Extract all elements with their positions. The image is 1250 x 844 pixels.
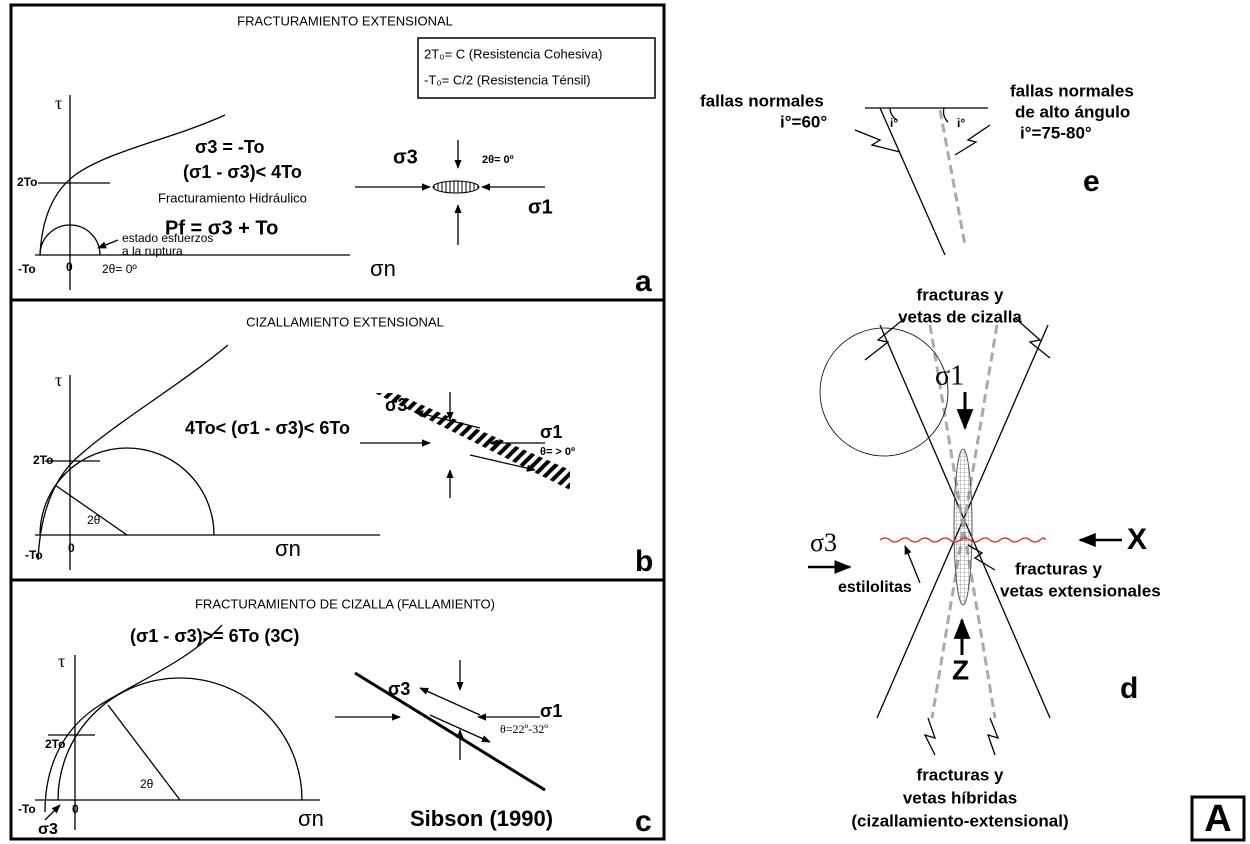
stress-label: σ1 (540, 701, 562, 721)
equation: (σ1 - σ3)< 4To (183, 162, 302, 182)
label: fallas normales (1010, 81, 1134, 100)
figure: FRACTURAMIENTO EXTENSIONAL 2T₀= C (Resis… (0, 0, 1250, 844)
axis-label: Z (952, 654, 969, 685)
panel-a: FRACTURAMIENTO EXTENSIONAL 2T₀= C (Resis… (17, 13, 655, 297)
label: fracturas y (917, 765, 1004, 784)
figure-label: A (1204, 798, 1231, 840)
label: (cizallamiento-extensional) (851, 811, 1068, 830)
label: vetas extensionales (1000, 581, 1161, 600)
tick-label: 2To (17, 175, 37, 189)
axis-label: σ3 (38, 821, 58, 838)
tick-label: -To (18, 262, 36, 276)
label: θ=22º-32º (500, 722, 548, 736)
annotation: a la ruptura (122, 244, 183, 258)
panel-letter: e (1083, 165, 1100, 198)
axis-label: σn (275, 536, 301, 561)
label: fallas normales (700, 91, 824, 110)
label: vetas híbridas (903, 788, 1017, 807)
source: Sibson (1990) (410, 806, 553, 831)
axis-label: X (1127, 523, 1147, 556)
panel-letter: b (635, 545, 653, 578)
stress-label: σ3 (810, 528, 837, 557)
panel-c: FRACTURAMIENTO DE CIZALLA (FALLAMIENTO) … (18, 596, 652, 838)
tick-label: 0 (68, 541, 75, 555)
legend-line: 2T₀= C (Resistencia Cohesiva) (424, 46, 602, 61)
panel-title: FRACTURAMIENTO DE CIZALLA (FALLAMIENTO) (195, 596, 495, 611)
label: θ= > 0º (540, 446, 575, 458)
label: i°=75-80° (1020, 123, 1092, 142)
label: 2θ= 0º (482, 154, 514, 166)
stress-label: σ1 (528, 196, 553, 218)
label: de alto ángulo (1015, 102, 1130, 121)
panel-e: fallas normales i°=60° i° i° fallas norm… (700, 81, 1134, 255)
panel-b: CIZALLAMIENTO EXTENSIONAL τ 4To< (σ1 - σ… (25, 314, 653, 577)
axis-label: τ (55, 93, 62, 113)
axis-label: τ (55, 370, 62, 390)
equation: (σ1 - σ3)>= 6To (3C) (130, 626, 299, 646)
label: fracturas y (917, 285, 1004, 304)
tick-label: 2To (33, 453, 53, 467)
label: fracturas y (1015, 559, 1102, 578)
equation: σ3 = -To (195, 137, 265, 157)
tick-label: -To (18, 802, 36, 816)
axis-label: τ (58, 651, 65, 671)
panel-letter: d (1120, 672, 1138, 705)
panel-title: FRACTURAMIENTO EXTENSIONAL (237, 13, 453, 28)
tick-label: 0 (72, 802, 79, 816)
tick-label: 2To (45, 737, 65, 751)
annotation: estado esfuerzos (122, 231, 213, 245)
label: 2θ (140, 777, 154, 791)
stress-label: σ3 (385, 395, 407, 415)
panel-letter: c (635, 805, 652, 838)
label: 2θ (87, 513, 101, 527)
panel-title: CIZALLAMIENTO EXTENSIONAL (246, 314, 444, 329)
label: i°=60° (780, 112, 827, 131)
stress-label: σ3 (388, 679, 410, 699)
stress-label: σ1 (540, 422, 562, 442)
panel-letter: a (635, 265, 652, 298)
equation: 4To< (σ1 - σ3)< 6To (185, 418, 350, 438)
stress-label: σ1 (935, 360, 964, 391)
axis-label: σn (370, 256, 396, 281)
label: estilolitas (838, 579, 912, 596)
angle-label: i° (957, 116, 965, 130)
tick-label: 0 (66, 260, 73, 274)
tick-label: -To (25, 548, 43, 562)
axis-label: σn (298, 806, 324, 831)
angle-label: i° (890, 116, 898, 130)
legend-line: -T₀= C/2 (Resistencia Ténsil) (424, 72, 591, 87)
label: vetas de cizalla (898, 307, 1022, 326)
stress-label: σ3 (393, 146, 418, 168)
label: 2θ= 0º (102, 262, 137, 276)
label: Fracturamiento Hidráulico (158, 190, 307, 205)
panel-d: fracturas y vetas de cizalla σ1 σ3 X est… (808, 285, 1161, 830)
